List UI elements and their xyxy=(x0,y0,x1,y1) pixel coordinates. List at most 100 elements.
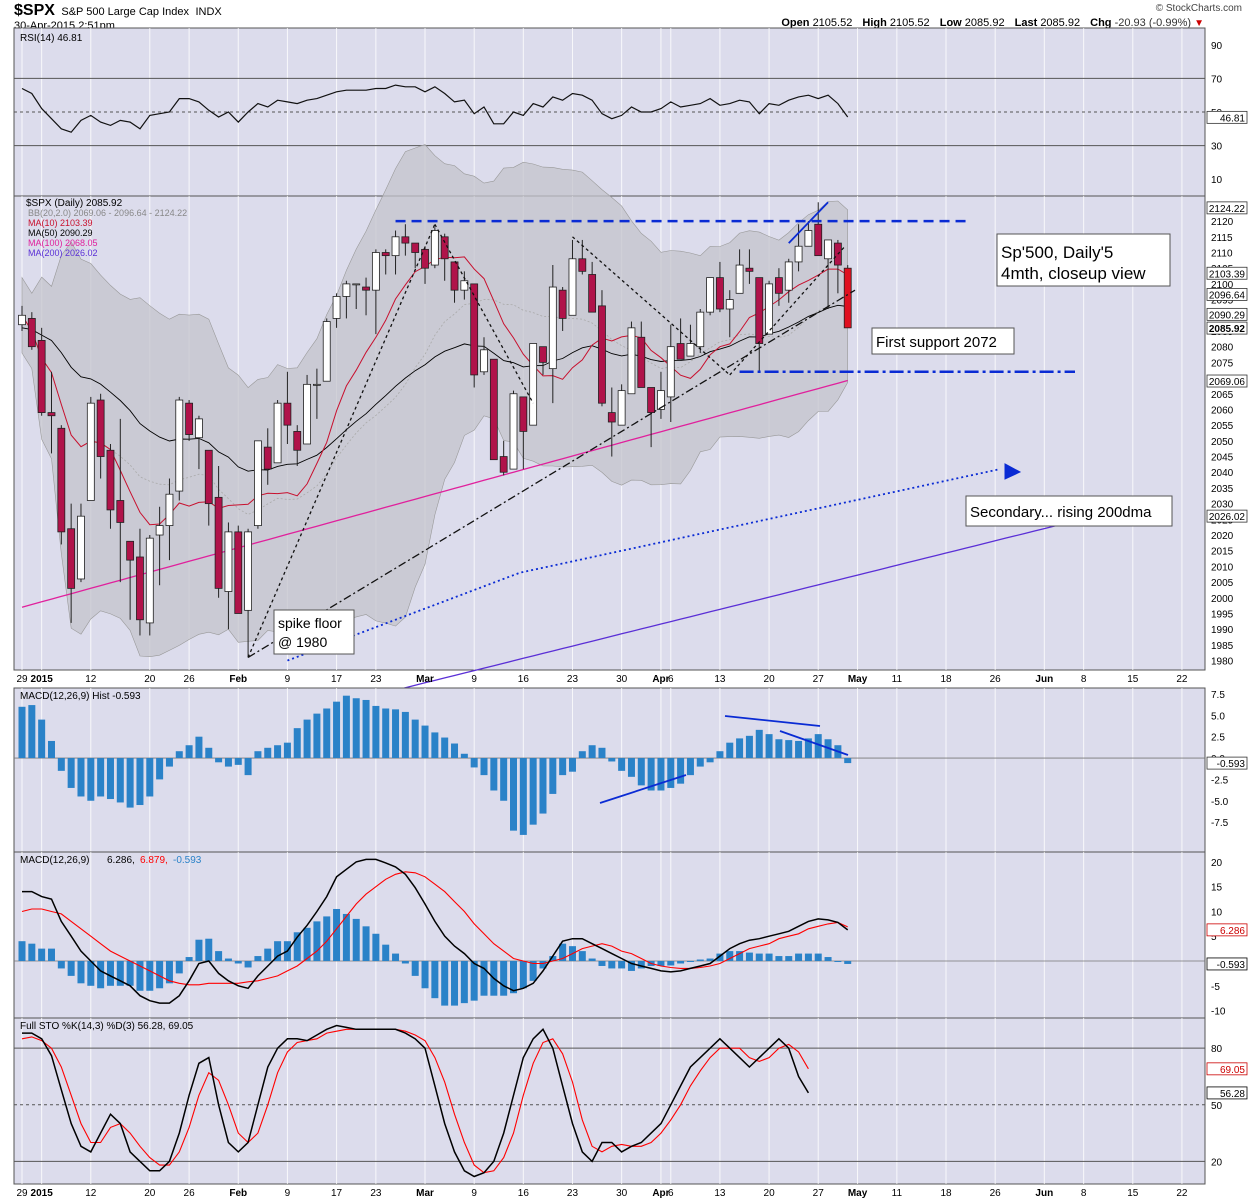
macd-panel-hist-bar xyxy=(293,932,301,962)
candle-body xyxy=(381,252,390,257)
rsi-line xyxy=(21,84,849,133)
macd-hist-tick-label: 7.5 xyxy=(1211,690,1225,701)
macd-hist-bar xyxy=(392,709,400,759)
x-tick-label: 16 xyxy=(518,674,530,685)
macd-hist-bar xyxy=(303,719,311,759)
overlay-legend-MA(10): MA(10) 2103.39 xyxy=(28,218,93,228)
sto-legend: Full STO %K(14,3) %D(3) 56.28, 69.05 xyxy=(20,1021,194,1032)
bottom-x-tick-label: 26 xyxy=(184,1188,196,1199)
macd-hist-bar xyxy=(490,758,498,791)
hist-divergence-line-2 xyxy=(779,730,849,756)
price-tick-label: 2045 xyxy=(1211,453,1234,464)
macd-hist-last-tag-box xyxy=(1206,756,1248,770)
macd-panel-hist-bar xyxy=(460,961,468,1004)
macd-hist-bar xyxy=(755,729,763,759)
macd-panel-hist-bar xyxy=(205,938,213,962)
candle-body xyxy=(489,358,498,461)
candle-body xyxy=(371,252,380,291)
price-tick-label: 2080 xyxy=(1211,343,1234,354)
candle-body xyxy=(18,314,26,326)
low-value: 2085.92 xyxy=(964,17,1005,29)
macd-hist-bar xyxy=(529,758,537,825)
candle-body xyxy=(214,496,223,589)
macd-legend-signal: 6.879, xyxy=(140,855,168,866)
bottom-x-tick-label: Feb xyxy=(229,1188,247,1199)
x-tick-label: 23 xyxy=(567,674,579,685)
title-annotation-box xyxy=(996,233,1171,287)
macd-panel-hist-bar xyxy=(470,961,478,1001)
macd-hist-bar xyxy=(57,758,65,771)
macd-hist-bar xyxy=(578,751,586,759)
macd-hist-bar xyxy=(283,742,291,759)
candle-body xyxy=(765,283,773,335)
macd-panel-hist-bar xyxy=(146,961,154,991)
candle-body xyxy=(303,383,311,445)
overlay-legend-MA(100): MA(100) 2068.05 xyxy=(28,238,98,248)
macd-hist-bar xyxy=(254,751,262,759)
macd-panel-hist-bar xyxy=(264,948,272,962)
macd-legend-hist: -0.593 xyxy=(173,855,202,866)
candle-body xyxy=(814,223,823,257)
macd-panel-hist-bar xyxy=(382,944,390,962)
macd-tick-label: 20 xyxy=(1211,858,1223,869)
macd-hist-bar xyxy=(539,758,547,814)
macd-panel-hist-bar xyxy=(480,961,488,996)
bottom-x-tick-label: May xyxy=(848,1188,868,1199)
price-tag-box xyxy=(1206,266,1248,280)
macd-hist-bar xyxy=(362,699,370,759)
x-tick-label: 15 xyxy=(1127,674,1139,685)
price-tick-label: 2060 xyxy=(1211,405,1234,416)
candle-body xyxy=(224,531,233,592)
macd-hist-bar xyxy=(765,734,773,759)
candle-body xyxy=(588,274,597,313)
macd-panel-hist-bar xyxy=(696,959,704,962)
macd-hist-bar xyxy=(38,719,46,759)
stockcharts-credit[interactable]: © StockCharts.com xyxy=(1155,3,1242,14)
macd-hist-bar xyxy=(696,758,704,767)
falling-wedge-line xyxy=(572,236,731,376)
macd-panel-hist-bar xyxy=(303,927,311,962)
macd-panel-hist-bar xyxy=(126,961,134,986)
price-tick-label: 1990 xyxy=(1211,625,1234,636)
price-tick-label: 2005 xyxy=(1211,578,1234,589)
macd-panel-hist-bar xyxy=(726,951,734,962)
candle-body xyxy=(578,258,587,272)
candle-body xyxy=(558,289,567,319)
macd-panel-hist-bar xyxy=(342,913,350,962)
macd-hist-tick-label: -5.0 xyxy=(1211,797,1229,808)
rsi-last-tag: 46.81 xyxy=(1220,113,1245,124)
macd-panel-hist-bar xyxy=(510,961,517,994)
macd-panel-hist-bar xyxy=(578,951,586,962)
price-tag-box xyxy=(1206,307,1248,321)
candle-body xyxy=(322,321,331,382)
price-tick-label: 2035 xyxy=(1211,484,1234,495)
bottom-x-tick-label: 26 xyxy=(990,1188,1002,1199)
macd-hist-bar xyxy=(677,758,685,784)
macd-hist-bar xyxy=(598,747,606,759)
macd-hist-bar xyxy=(87,758,95,801)
macd-tag: -0.593 xyxy=(1217,960,1246,971)
macd-hist-bar xyxy=(549,758,557,794)
macd-panel-hist-bar xyxy=(274,941,282,962)
bottom-x-tick-label: 13 xyxy=(714,1188,726,1199)
x-tick-label: Apr xyxy=(652,674,669,685)
macd-hist-bar xyxy=(382,708,390,759)
macd-hist-bar xyxy=(745,735,753,759)
bottom-x-tick-label: Apr xyxy=(652,1188,669,1199)
rsi-tick-label: 90 xyxy=(1211,41,1223,52)
macd-hist-bar xyxy=(795,740,803,759)
macd-hist-bar xyxy=(372,705,380,759)
candle-body xyxy=(185,402,194,435)
macd-panel-hist-bar xyxy=(844,961,852,964)
macd-hist-bar xyxy=(657,758,665,791)
macd-panel-hist-bar xyxy=(804,953,812,962)
macd-hist-bar xyxy=(480,758,488,776)
candle-body xyxy=(676,343,685,360)
macd-panel-hist-bar xyxy=(215,951,223,962)
macd-panel-hist-bar xyxy=(18,941,26,962)
macd-hist-bar xyxy=(215,758,223,763)
bottom-x-tick-label: 9 xyxy=(471,1188,477,1199)
macd-panel-hist-bar xyxy=(814,953,822,962)
rsi-tick-label: 30 xyxy=(1211,142,1223,153)
candle-body xyxy=(804,230,813,247)
